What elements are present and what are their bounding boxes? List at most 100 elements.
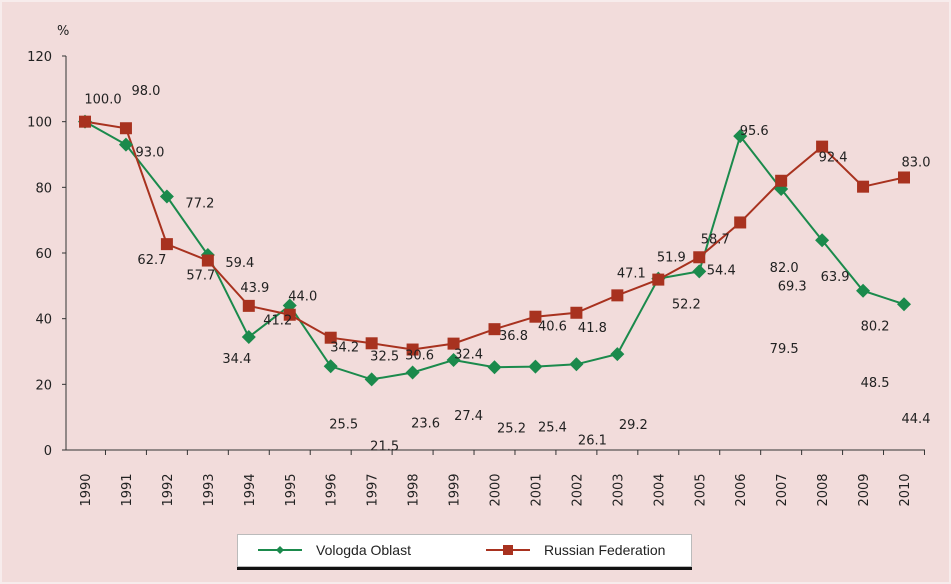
- x-tick-label: 1999: [448, 473, 463, 506]
- data-label-russia: 62.7: [137, 253, 166, 268]
- x-tick-label: 2010: [898, 473, 913, 506]
- data-label-vologda: 25.4: [538, 421, 567, 436]
- data-point-russia: [898, 171, 910, 184]
- data-point-vologda: [487, 360, 502, 375]
- x-tick-label: 1992: [161, 473, 176, 506]
- data-label-russia: 34.2: [330, 341, 359, 356]
- data-label-vologda: 52.2: [672, 298, 701, 313]
- data-label-vologda: 27.4: [454, 409, 483, 424]
- data-label-russia: 83.0: [902, 155, 931, 170]
- y-axis-label: %: [57, 24, 69, 39]
- y-tick-label: 20: [35, 378, 52, 393]
- data-point-vologda: [856, 283, 871, 298]
- data-point-vologda: [569, 357, 584, 372]
- data-label-vologda: 23.6: [411, 417, 440, 432]
- series-line-russia: [84, 120, 905, 351]
- data-label-vologda: 93.0: [135, 146, 164, 161]
- data-point-russia: [283, 308, 296, 321]
- data-point-vologda: [323, 359, 338, 374]
- data-point-vologda: [815, 233, 830, 248]
- data-point-vologda: [159, 189, 174, 204]
- data-label-vologda: 77.2: [185, 197, 214, 212]
- data-label-vologda: 25.2: [497, 421, 526, 436]
- x-tick-label: 1990: [79, 473, 94, 506]
- y-tick-label: 60: [35, 247, 52, 262]
- data-label-russia: 57.7: [186, 269, 215, 284]
- data-point-russia: [447, 337, 460, 350]
- data-point-vologda: [692, 264, 707, 279]
- data-point-russia: [119, 122, 132, 135]
- data-label-vologda: 44.0: [288, 290, 317, 305]
- data-point-vologda: [446, 353, 461, 368]
- data-label-russia: 40.6: [538, 320, 567, 335]
- legend-item-vologda: Vologda Oblast: [258, 542, 411, 558]
- data-point-russia: [816, 140, 829, 153]
- data-point-russia: [857, 180, 870, 193]
- data-label-vologda: 29.2: [619, 418, 648, 433]
- data-point-vologda: [897, 297, 911, 312]
- data-label-vologda: 44.4: [902, 412, 931, 427]
- legend-label-vologda: Vologda Oblast: [316, 542, 411, 558]
- data-label-russia: 98.0: [131, 84, 160, 99]
- data-label-vologda: 21.5: [370, 439, 399, 454]
- x-tick-label: 2004: [652, 473, 667, 506]
- data-point-russia: [324, 331, 337, 344]
- data-point-vologda: [528, 359, 543, 374]
- data-point-russia: [365, 337, 378, 350]
- data-label-vologda: 54.4: [707, 263, 736, 278]
- data-point-russia: [734, 216, 747, 229]
- data-label-vologda: 26.1: [578, 433, 607, 448]
- y-tick-label: 120: [27, 50, 52, 65]
- legend-swatch-vologda: [258, 546, 302, 554]
- data-point-vologda: [364, 372, 379, 387]
- data-label-vologda: 59.4: [225, 256, 254, 271]
- x-tick-label: 2006: [734, 473, 749, 506]
- data-point-russia: [160, 238, 173, 251]
- data-label-russia: 47.1: [617, 266, 646, 281]
- data-label-vologda: 25.5: [329, 417, 358, 432]
- data-point-vologda: [118, 137, 133, 152]
- legend-item-russia: Russian Federation: [486, 542, 665, 558]
- x-tick-label: 2008: [816, 473, 831, 506]
- data-label-russia: 92.4: [819, 151, 848, 166]
- legend: Vologda Oblast Russian Federation: [237, 534, 692, 567]
- data-label-vologda: 48.5: [861, 376, 890, 391]
- data-point-vologda: [241, 330, 256, 345]
- x-tick-label: 2003: [611, 473, 626, 506]
- data-point-russia: [652, 273, 665, 286]
- data-label-vologda: 63.9: [821, 270, 850, 285]
- data-point-russia: [79, 115, 91, 128]
- data-label-russia: 80.2: [861, 320, 890, 335]
- x-tick-label: 1998: [407, 473, 422, 506]
- y-tick-label: 80: [35, 181, 52, 196]
- x-tick-label: 2000: [489, 473, 504, 506]
- y-tick-label: 100: [27, 116, 52, 131]
- data-label-vologda: 95.6: [740, 124, 769, 139]
- data-label-russia: 43.9: [240, 281, 269, 296]
- data-label-russia: 36.8: [499, 329, 528, 344]
- x-tick-label: 1996: [325, 473, 340, 506]
- data-point-russia: [693, 251, 706, 264]
- data-point-russia: [406, 343, 419, 356]
- data-label-russia: 32.5: [370, 349, 399, 364]
- x-tick-label: 2001: [529, 473, 544, 506]
- data-label-vologda: 79.5: [770, 342, 799, 357]
- x-tick-label: 1997: [366, 473, 381, 506]
- legend-label-russia: Russian Federation: [544, 542, 666, 558]
- data-point-russia: [775, 174, 788, 187]
- data-label-russia: 51.9: [657, 251, 686, 266]
- data-point-russia: [488, 323, 501, 336]
- x-tick-label: 2002: [570, 473, 585, 506]
- data-label-russia: 30.6: [405, 349, 434, 364]
- data-label-russia: 41.8: [578, 321, 607, 336]
- x-tick-label: 1994: [243, 473, 258, 506]
- x-tick-label: 1991: [120, 473, 135, 506]
- data-label-russia: 58.7: [701, 232, 730, 247]
- data-label-russia: 100.0: [84, 93, 121, 108]
- data-point-russia: [570, 306, 583, 319]
- data-point-russia: [611, 289, 624, 302]
- data-point-russia: [242, 299, 255, 312]
- data-label-russia: 82.0: [770, 261, 799, 276]
